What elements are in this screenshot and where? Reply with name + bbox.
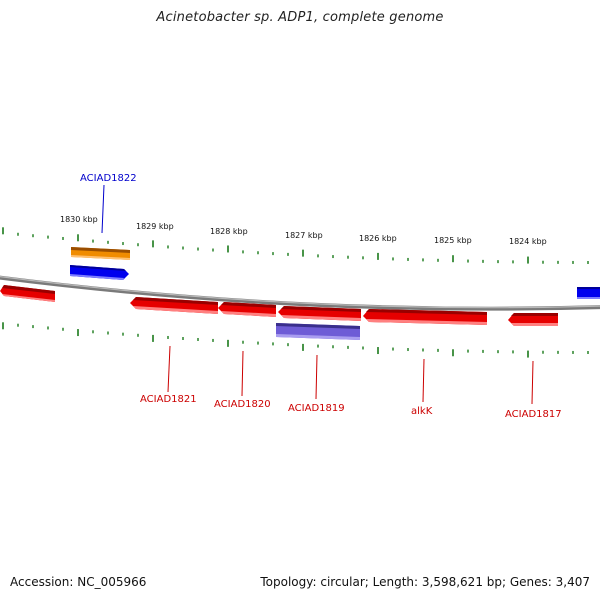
gene-aciad1821[interactable] bbox=[130, 297, 218, 314]
gene-right-edge-forward[interactable] bbox=[577, 287, 600, 299]
gene-aciad1819-purple[interactable] bbox=[276, 323, 360, 340]
ruler-label: 1830 kbp bbox=[60, 215, 98, 224]
gene-alkk[interactable] bbox=[363, 309, 487, 325]
accession-text: Accession: NC_005966 bbox=[10, 575, 147, 589]
gene-labels: ACIAD1822 ACIAD1821 ACIAD1820 ACIAD1819 … bbox=[80, 173, 562, 420]
ruler-labels: 1830 kbp 1829 kbp 1828 kbp 1827 kbp 1826… bbox=[60, 215, 547, 246]
gene-aciad1817[interactable] bbox=[508, 313, 558, 326]
ruler-label: 1825 kbp bbox=[434, 236, 472, 245]
genome-backbone bbox=[0, 275, 600, 311]
gene-leader-lines bbox=[101, 184, 534, 405]
gene-aciad1822[interactable] bbox=[70, 265, 129, 280]
ruler-ticks-lower bbox=[2, 322, 589, 358]
ruler-label: 1827 kbp bbox=[285, 231, 323, 240]
genome-summary-text: Topology: circular; Length: 3,598,621 bp… bbox=[260, 575, 590, 589]
ruler-label: 1829 kbp bbox=[136, 222, 174, 231]
gene-label-aciad1821[interactable]: ACIAD1821 bbox=[140, 394, 197, 405]
ruler-ticks-upper bbox=[2, 227, 589, 264]
gene-label-aciad1817[interactable]: ACIAD1817 bbox=[505, 409, 562, 420]
gene-aciad1822-orange[interactable] bbox=[71, 247, 130, 260]
gene-aciad1820[interactable] bbox=[218, 302, 276, 317]
ruler-label: 1826 kbp bbox=[359, 234, 397, 243]
gene-label-aciad1820[interactable]: ACIAD1820 bbox=[214, 399, 271, 410]
gene-label-alkk[interactable]: alkK bbox=[411, 406, 433, 417]
ruler-label: 1828 kbp bbox=[210, 227, 248, 236]
gene-aciad1819[interactable] bbox=[278, 306, 361, 321]
gene-label-aciad1822[interactable]: ACIAD1822 bbox=[80, 173, 137, 184]
gene-left-edge-reverse[interactable] bbox=[0, 285, 55, 302]
ruler-label: 1824 kbp bbox=[509, 237, 547, 246]
gene-label-aciad1819[interactable]: ACIAD1819 bbox=[288, 403, 345, 414]
map-title: Acinetobacter sp. ADP1, complete genome bbox=[156, 10, 444, 25]
